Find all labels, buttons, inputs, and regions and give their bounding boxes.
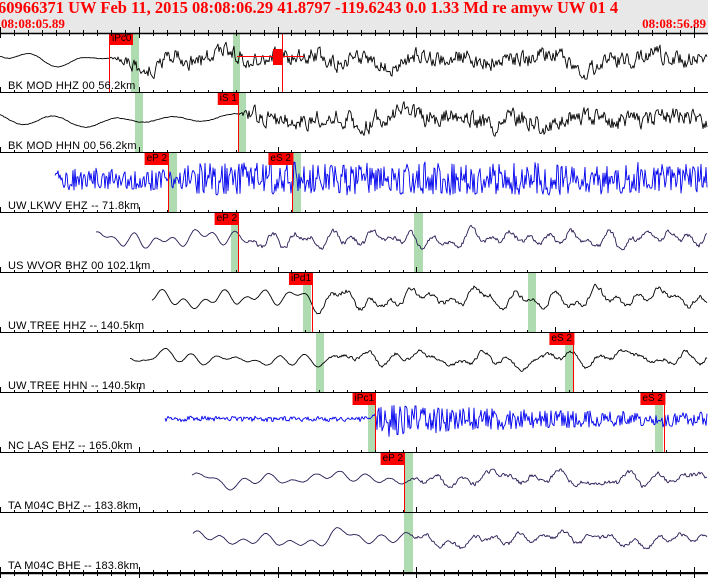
phase-pick-label[interactable]: iPc1 bbox=[352, 393, 376, 405]
trace-panel[interactable]: TA M04C BHZ -- 183.8km eP 2 bbox=[0, 453, 708, 513]
trace-channel-label: NC LAS EHZ -- 165.0km bbox=[8, 440, 133, 452]
trace-channel-label: BK MOD HHN 00 56.2km bbox=[8, 140, 137, 152]
phase-pick-label[interactable]: iPc0 bbox=[110, 33, 134, 45]
trace-panel[interactable]: UW TREE HHZ -- 140.5km iPd1 bbox=[0, 273, 708, 333]
phase-pick-label[interactable]: eP 2 bbox=[214, 213, 239, 225]
phase-pick-label[interactable]: eS 2 bbox=[549, 333, 574, 345]
trace-panel[interactable]: BK MOD HHZ 00 56.2km iPc0 bbox=[0, 33, 708, 93]
phase-pick-label[interactable]: eP 2 bbox=[380, 453, 405, 465]
phase-pick-label[interactable]: iS 1 bbox=[217, 93, 239, 105]
event-summary-line: 60966371 UW Feb 11, 2015 08:08:06.29 41.… bbox=[0, 0, 619, 17]
trace-panel[interactable]: BK MOD HHN 00 56.2km iS 1 bbox=[0, 93, 708, 153]
trace-panel[interactable]: TA M04C BHE -- 183.8km bbox=[0, 513, 708, 573]
trace-panel[interactable]: UW TREE HHN -- 140.5km eS 2 bbox=[0, 333, 708, 393]
trace-channel-label: UW TREE HHZ -- 140.5km bbox=[8, 320, 145, 332]
window-start-time: 08:08:05.89 bbox=[1, 16, 65, 31]
time-axis-ticks bbox=[0, 567, 708, 578]
phase-pick-label[interactable]: eS 2 bbox=[268, 153, 293, 165]
phase-pick-label[interactable]: iPd1 bbox=[288, 273, 313, 285]
window-end-time: 08:08:56.89 bbox=[642, 16, 706, 31]
trace-channel-label: UW LKWV EHZ -- 71.8km bbox=[8, 200, 140, 212]
trace-channel-label: UW TREE HHN -- 140.5km bbox=[8, 380, 146, 392]
phase-pick-label[interactable]: eS 2 bbox=[640, 393, 665, 405]
phase-pick-label[interactable]: eP 2 bbox=[144, 153, 169, 165]
trace-channel-label: TA M04C BHZ -- 183.8km bbox=[8, 500, 139, 512]
trace-channel-label: US WVOR BHZ 00 102.1km bbox=[8, 260, 151, 272]
event-header-bar: 60966371 UW Feb 11, 2015 08:08:06.29 41.… bbox=[0, 0, 708, 33]
trace-channel-label: TA M04C BHE -- 183.8km bbox=[8, 560, 139, 572]
trace-panel[interactable]: NC LAS EHZ -- 165.0km iPc1 eS 2 bbox=[0, 393, 708, 453]
trace-channel-label: BK MOD HHZ 00 56.2km bbox=[8, 80, 136, 92]
trace-panel[interactable]: US WVOR BHZ 00 102.1km eP 2 bbox=[0, 213, 708, 273]
trace-panel[interactable]: UW LKWV EHZ -- 71.8km eP 2 eS 2 bbox=[0, 153, 708, 213]
time-axis-ticks-top bbox=[0, 27, 708, 38]
